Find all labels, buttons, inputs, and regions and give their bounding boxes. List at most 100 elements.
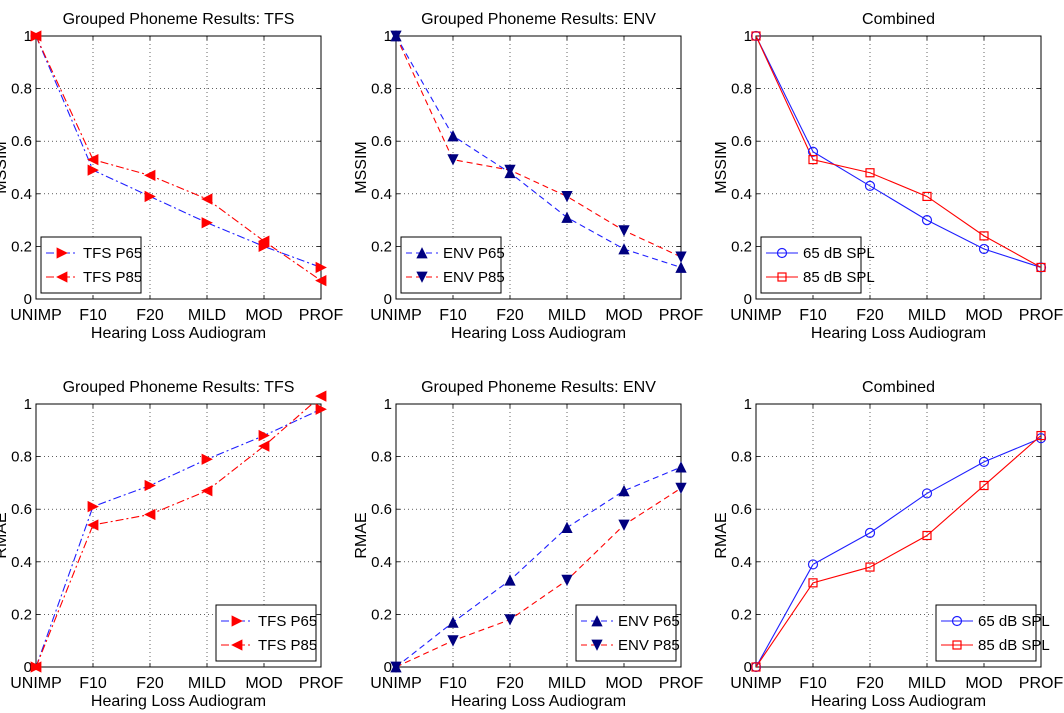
x-tick-label: MILD xyxy=(548,675,586,692)
x-tick-label: MOD xyxy=(965,307,1002,324)
data-point xyxy=(390,30,402,42)
data-point xyxy=(30,661,42,673)
x-tick-label: F10 xyxy=(79,307,107,324)
legend: ENV P65 ENV P85 xyxy=(400,236,505,294)
legend-label: TFS P85 xyxy=(83,269,142,286)
data-point xyxy=(87,164,99,176)
data-point xyxy=(561,574,573,587)
legend-label: 65 dB SPL xyxy=(978,613,1050,630)
data-point xyxy=(751,662,761,672)
chart-panel-2: UNIMP F10 F20 MILD MOD PROF 0 0.2 0.4 0.6 0.8 1 Grou… xyxy=(353,11,703,342)
legend-label: TFS P65 xyxy=(258,613,317,630)
x-tick-label: F10 xyxy=(799,675,827,692)
y-tick-label: 1 xyxy=(384,396,392,413)
data-point xyxy=(504,574,516,586)
data-point xyxy=(201,193,213,205)
x-tick-label: MOD xyxy=(245,307,282,324)
data-point xyxy=(921,215,933,226)
y-axis-label: MSSIM xyxy=(0,141,10,193)
data-point xyxy=(201,217,213,229)
legend-marker xyxy=(952,640,962,650)
data-point xyxy=(315,261,327,274)
axes-box xyxy=(35,403,322,668)
legend-marker xyxy=(777,272,787,282)
data-point xyxy=(808,155,818,165)
data-point xyxy=(258,440,270,452)
chart-panel-5: UNIMP F10 F20 MILD MOD PROF 0 0.2 0.4 0.6 0.8 1 Grou… xyxy=(353,379,703,710)
x-tick-label: PROF xyxy=(1019,307,1064,324)
axes-box xyxy=(395,35,682,300)
series-line-2 xyxy=(756,435,1041,667)
data-point xyxy=(807,146,819,157)
y-axis-label: RMAE xyxy=(353,512,370,558)
data-point xyxy=(447,130,459,142)
legend-box xyxy=(935,604,1037,662)
y-tick-label: 0.2 xyxy=(371,238,392,255)
legend: 65 dB SPL 85 dB SPL xyxy=(935,604,1050,662)
data-point xyxy=(922,530,932,541)
data-point xyxy=(30,30,42,42)
series-line-1 xyxy=(36,36,321,268)
legend-marker xyxy=(416,271,428,283)
data-point xyxy=(561,521,573,534)
legend-marker xyxy=(951,615,963,627)
y-tick-label: 0.4 xyxy=(371,186,392,203)
chart-title: Grouped Phoneme Results: ENV xyxy=(421,11,656,28)
data-point xyxy=(808,578,818,588)
series-group xyxy=(396,36,681,268)
y-tick-label: 0.2 xyxy=(731,606,752,623)
y-tick-label: 1 xyxy=(24,396,32,413)
data-point xyxy=(87,153,99,166)
data-point xyxy=(807,559,819,570)
x-tick-label: F10 xyxy=(799,307,827,324)
x-tick-label: MOD xyxy=(245,675,282,692)
data-point xyxy=(979,231,989,241)
chart-title: Grouped Phoneme Results: ENV xyxy=(421,379,656,396)
legend-box xyxy=(760,236,862,294)
series-line-1 xyxy=(36,408,321,667)
series-line-1 xyxy=(396,466,681,667)
x-tick-label: UNIMP xyxy=(370,675,422,692)
x-axis-label: Hearing Loss Audiogram xyxy=(91,693,266,710)
y-axis-label: MSSIM xyxy=(713,141,730,193)
y-tick-label: 0.8 xyxy=(731,449,752,466)
data-point xyxy=(979,480,989,491)
data-point xyxy=(618,225,630,237)
x-tick-label: F20 xyxy=(496,307,524,324)
axes-box xyxy=(755,403,1042,668)
legend-label: ENV P85 xyxy=(443,269,505,286)
series-group xyxy=(756,36,1041,268)
legend-label: TFS P65 xyxy=(83,245,142,262)
series-line-1 xyxy=(756,437,1041,667)
data-point xyxy=(978,243,990,255)
data-point xyxy=(618,484,630,497)
chart-title: Combined xyxy=(862,11,935,28)
data-point xyxy=(618,519,630,531)
x-tick-label: MOD xyxy=(965,675,1002,692)
legend-marker xyxy=(776,247,788,259)
legend-label: 85 dB SPL xyxy=(803,269,875,286)
y-tick-label: 0.6 xyxy=(731,501,752,518)
x-axis-label: Hearing Loss Audiogram xyxy=(91,325,266,342)
x-tick-label: MILD xyxy=(188,307,226,324)
y-tick-label: 0.8 xyxy=(371,81,392,98)
data-point xyxy=(315,390,327,402)
x-tick-label: F20 xyxy=(856,675,884,692)
data-point xyxy=(865,168,875,178)
data-point xyxy=(675,461,687,473)
data-point xyxy=(864,180,876,192)
y-tick-label: 0.4 xyxy=(371,554,392,571)
x-tick-label: MILD xyxy=(908,307,946,324)
x-axis-label: Hearing Loss Audiogram xyxy=(811,693,986,710)
x-tick-label: F20 xyxy=(856,307,884,324)
y-tick-label: 0.6 xyxy=(371,133,392,150)
x-axis-label: Hearing Loss Audiogram xyxy=(451,693,626,710)
chart-panel-3: UNIMP F10 F20 MILD MOD PROF 0 0.2 0.4 0.6 0.8 1 Comb… xyxy=(713,11,1063,342)
y-axis-label: MSSIM xyxy=(353,141,370,193)
y-tick-label: 0.4 xyxy=(731,186,752,203)
data-point xyxy=(447,154,459,166)
legend-box xyxy=(575,604,677,662)
data-point xyxy=(201,485,213,497)
legend-marker xyxy=(56,271,68,283)
